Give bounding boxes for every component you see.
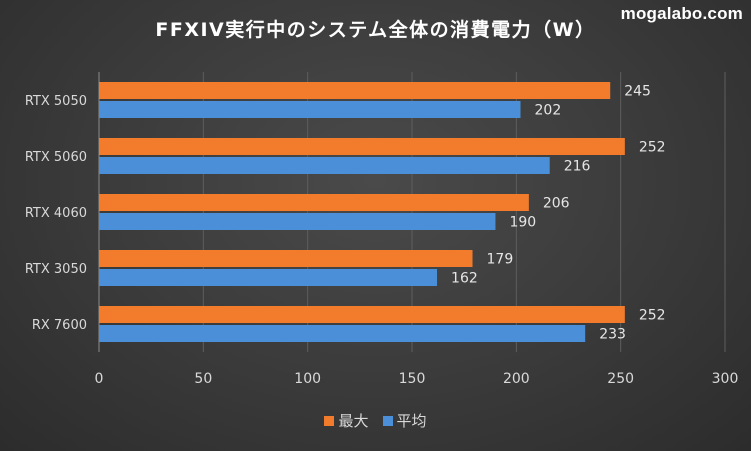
bar-max [99,306,625,323]
bar-avg [99,269,438,286]
x-tick-label: 50 [194,371,212,387]
category-label: RX 7600 [32,318,87,333]
bar-max [99,82,611,99]
bar-avg [99,101,521,118]
data-label-avg: 216 [564,159,591,175]
legend-swatch-avg [382,415,393,426]
legend-item-max: 最大 [324,410,369,431]
data-label-max: 179 [487,252,514,268]
data-label-max: 252 [639,308,666,324]
data-label-avg: 190 [509,215,536,231]
category-label: RTX 5060 [25,150,87,165]
data-label-max: 252 [639,140,666,156]
data-label-avg: 162 [451,271,478,287]
bar-avg [99,213,496,230]
category-label: RTX 5050 [25,94,87,109]
legend-label-avg: 平均 [396,412,427,430]
x-tick-label: 150 [399,371,426,387]
x-tick-label: 0 [95,371,104,387]
legend-item-avg: 平均 [382,410,427,431]
data-label-avg: 233 [599,327,626,343]
chart-title: FFXIV実行中のシステム全体の消費電力（W） [155,19,596,41]
data-label-avg: 202 [535,103,562,119]
bar-max [99,250,473,267]
bar-avg [99,325,586,342]
x-tick-label: 100 [294,371,321,387]
data-label-max: 206 [543,196,570,212]
x-tick-label: 200 [503,371,530,387]
x-tick-label: 250 [607,371,634,387]
x-tick-label: 300 [712,371,739,387]
bar-max [99,194,529,211]
legend: 最大 平均 [0,410,751,431]
bar-max [99,138,625,155]
watermark: mogalabo.com [620,4,743,23]
category-label: RTX 4060 [25,206,87,221]
bar-avg [99,157,550,174]
category-label: RTX 3050 [25,262,87,277]
data-label-max: 245 [624,84,651,100]
legend-swatch-max [324,415,335,426]
legend-label-max: 最大 [338,412,369,430]
